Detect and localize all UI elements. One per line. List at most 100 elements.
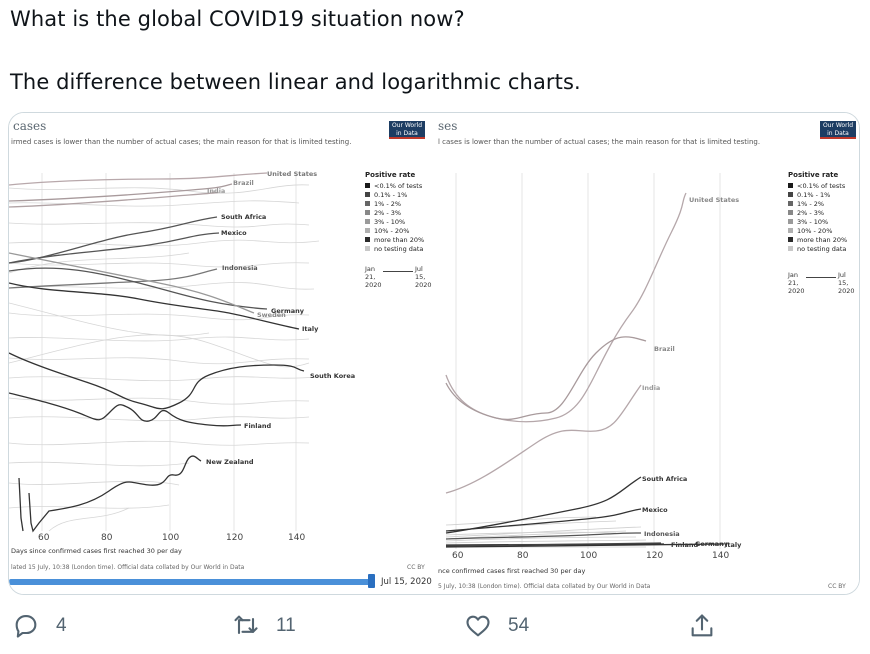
legend-swatch: [788, 201, 793, 206]
legend-item[interactable]: 2% - 3%: [365, 208, 424, 217]
legend-swatch: [365, 246, 370, 251]
background-line: [9, 334, 310, 368]
background-line: [9, 440, 310, 446]
x-tick: 120: [226, 533, 244, 543]
timeline-bar[interactable]: [9, 579, 375, 585]
legend-item[interactable]: no testing data: [365, 244, 424, 253]
background-line: [9, 336, 310, 342]
legend-label: 10% - 20%: [374, 226, 410, 235]
background-line: [445, 531, 617, 536]
background-line: [9, 239, 320, 247]
x-tick: 60: [38, 533, 50, 543]
label-south-korea: South Korea: [310, 372, 355, 380]
legend-item[interactable]: <0.1% of tests: [788, 181, 847, 190]
legend: Positive rate <0.1% of tests 0.1% - 1% 1…: [788, 171, 847, 253]
chart-subtitle: l cases is lower than the number of actu…: [438, 138, 761, 146]
x-axis-label: Days since confirmed cases first reached…: [11, 547, 182, 555]
share-button[interactable]: [688, 612, 716, 640]
legend-item[interactable]: 3% - 10%: [365, 217, 424, 226]
range-start: Jan 21, 2020: [788, 271, 805, 295]
log-chart-image[interactable]: ses l cases is lower than the number of …: [436, 113, 859, 594]
license-label: CC BY: [407, 564, 425, 571]
label-new-zealand: New Zealand: [206, 458, 254, 466]
background-line: [9, 282, 315, 290]
background-line: [9, 416, 310, 422]
reply-count: 4: [56, 615, 67, 636]
label-brazil: Brazil: [654, 345, 675, 353]
legend-item[interactable]: more than 20%: [788, 235, 847, 244]
chart-title: ses: [438, 119, 458, 133]
background-line: [9, 262, 310, 268]
line-mexico: [445, 508, 642, 532]
x-axis-label: nce confirmed cases first reached 30 per…: [438, 567, 586, 575]
media-card[interactable]: cases irmed cases is lower than the numb…: [8, 112, 860, 595]
reply-button[interactable]: 4: [12, 612, 67, 640]
legend-swatch: [788, 237, 793, 242]
legend-item[interactable]: no testing data: [788, 244, 847, 253]
background-line: [48, 507, 130, 532]
label-finland: Finland: [244, 422, 272, 430]
like-button[interactable]: 54: [464, 612, 529, 640]
label-italy: Italy: [302, 325, 319, 333]
legend-item[interactable]: 0.1% - 1%: [365, 190, 424, 199]
retweet-count: 11: [276, 615, 296, 636]
x-tick: 80: [101, 533, 113, 543]
legend-item[interactable]: 10% - 20%: [788, 226, 847, 235]
line-new-zealand: [18, 455, 202, 533]
reply-icon: [12, 612, 40, 640]
like-icon: [464, 612, 492, 640]
linear-chart-image[interactable]: cases irmed cases is lower than the numb…: [9, 113, 434, 594]
legend-swatch: [365, 237, 370, 242]
background-line: [9, 504, 170, 509]
legend-label: 1% - 2%: [374, 199, 402, 208]
label-mexico: Mexico: [221, 229, 247, 237]
background-line: [445, 516, 597, 526]
legend-item[interactable]: <0.1% of tests: [365, 181, 424, 190]
line-brazil: [9, 183, 233, 202]
range-arrow: [383, 271, 413, 272]
country-labels: United States Brazil India South Africa …: [642, 196, 742, 549]
retweet-icon: [232, 612, 260, 640]
country-lines: [445, 192, 725, 548]
background-line: [445, 526, 642, 538]
legend-item[interactable]: 3% - 10%: [788, 217, 847, 226]
label-italy: Italy: [725, 541, 742, 549]
label-indonesia: Indonesia: [644, 530, 680, 538]
label-brazil: Brazil: [233, 179, 254, 187]
chart-title: cases: [13, 119, 47, 133]
background-line: [445, 539, 647, 544]
label-india: India: [207, 187, 225, 195]
legend-label: more than 20%: [374, 235, 425, 244]
legend-item[interactable]: 1% - 2%: [365, 199, 424, 208]
owid-logo: Our World in Data: [389, 121, 425, 139]
legend-label: 2% - 3%: [797, 208, 825, 217]
x-tick: 80: [517, 551, 529, 561]
timeline-handle[interactable]: [368, 574, 375, 588]
x-tick: 100: [580, 551, 598, 561]
range-start: Jan 21, 2020: [365, 265, 382, 289]
legend-item[interactable]: 0.1% - 1%: [788, 190, 847, 199]
legend-item[interactable]: 10% - 20%: [365, 226, 424, 235]
line-germany: [445, 542, 662, 547]
legend-label: 0.1% - 1%: [374, 190, 408, 199]
date-range[interactable]: Jan 21, 2020 Jul 15, 2020: [365, 265, 434, 289]
background-lines: [445, 516, 647, 548]
source-note: 5 July, 10:38 (London time). Official da…: [438, 583, 651, 590]
like-count: 54: [508, 615, 530, 636]
date-range[interactable]: Jan 21, 2020 Jul 15, 2020: [788, 271, 859, 295]
legend-item[interactable]: 1% - 2%: [788, 199, 847, 208]
legend-swatch: [788, 246, 793, 251]
legend-item[interactable]: more than 20%: [365, 235, 424, 244]
legend-swatch: [365, 192, 370, 197]
x-tick: 120: [646, 551, 664, 561]
background-line: [9, 200, 300, 207]
retweet-button[interactable]: 11: [232, 612, 296, 640]
legend-swatch: [365, 228, 370, 233]
legend-item[interactable]: 2% - 3%: [788, 208, 847, 217]
share-icon: [688, 612, 716, 640]
line-indonesia: [445, 532, 642, 540]
gridlines: [455, 173, 721, 549]
legend-swatch: [365, 210, 370, 215]
range-arrow: [806, 277, 836, 278]
background-line: [445, 536, 637, 542]
